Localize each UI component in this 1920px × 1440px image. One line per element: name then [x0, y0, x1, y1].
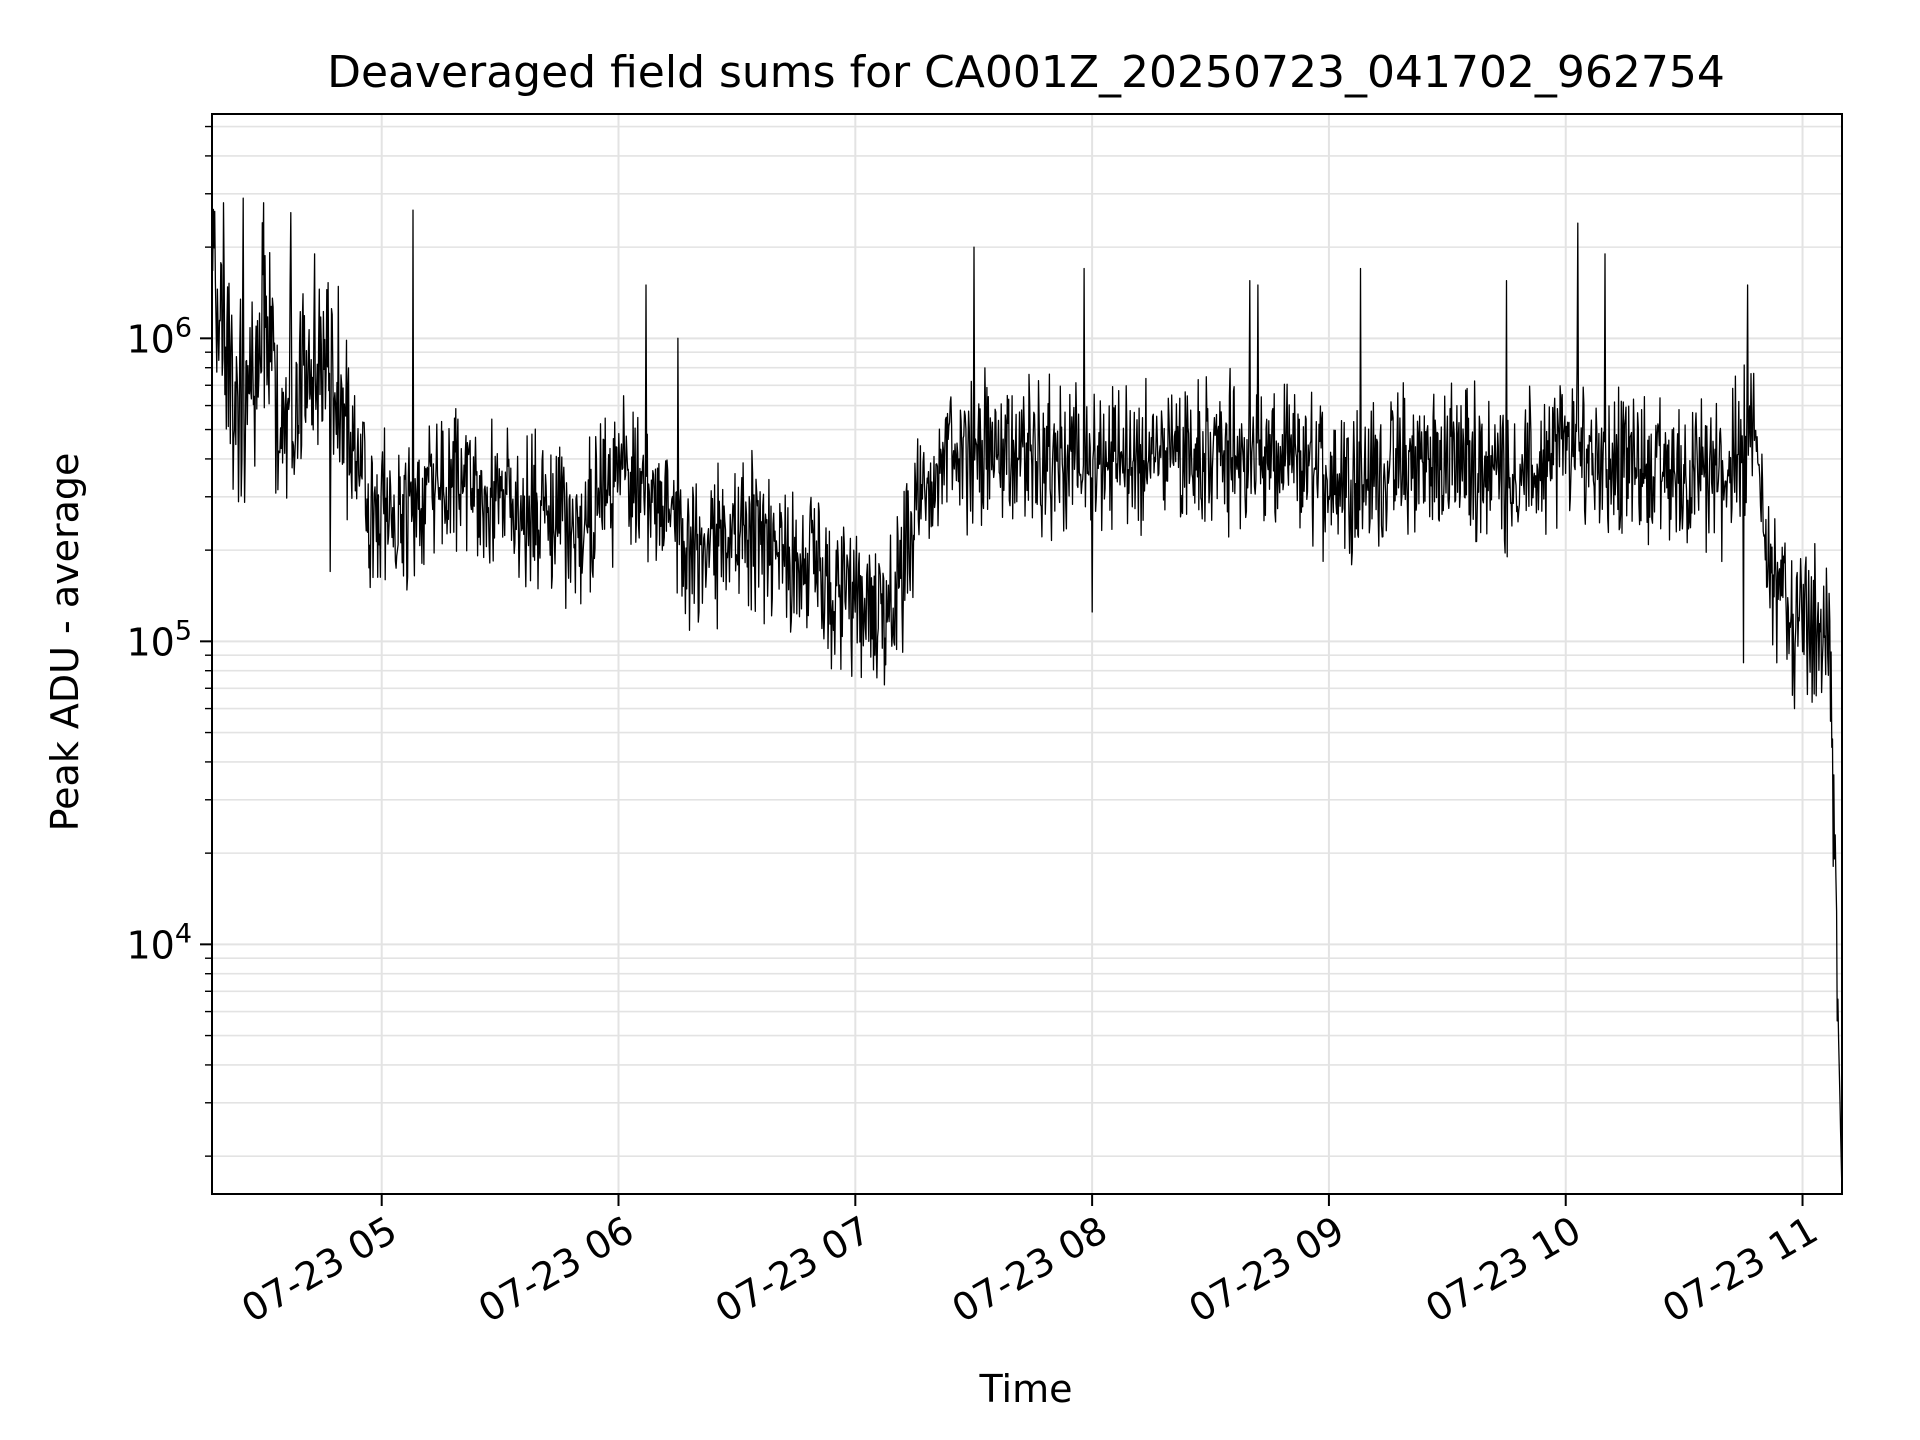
- x-tick-label: 07-23 05: [234, 1208, 404, 1332]
- y-tick-exponent: 6: [175, 312, 192, 343]
- x-tick-label: 07-23 08: [945, 1208, 1115, 1332]
- x-tick-label: 07-23 11: [1655, 1208, 1825, 1332]
- y-axis-label: Peak ADU - average: [43, 453, 87, 832]
- y-tick-label: 105: [126, 615, 192, 664]
- x-tick-label: 07-23 09: [1181, 1208, 1351, 1332]
- series-line: [211, 197, 1843, 1195]
- y-tick-exponent: 4: [175, 918, 192, 949]
- x-tick-label: 07-23 07: [708, 1208, 878, 1332]
- x-tick-label: 07-23 10: [1418, 1208, 1588, 1332]
- y-tick-base: 10: [126, 620, 174, 664]
- y-tick-label: 104: [126, 918, 192, 967]
- chart-title: Deaveraged field sums for CA001Z_2025072…: [327, 47, 1725, 98]
- y-tick-exponent: 5: [175, 615, 192, 646]
- plot-frame: [211, 113, 1843, 1195]
- x-tick-label: 07-23 06: [471, 1208, 641, 1332]
- plot-area: [211, 197, 1843, 1195]
- x-axis-label: Time: [979, 1367, 1073, 1411]
- y-tick-label: 106: [126, 312, 192, 361]
- grid: [212, 114, 1842, 1194]
- y-tick-base: 10: [126, 923, 174, 967]
- y-tick-base: 10: [126, 317, 174, 361]
